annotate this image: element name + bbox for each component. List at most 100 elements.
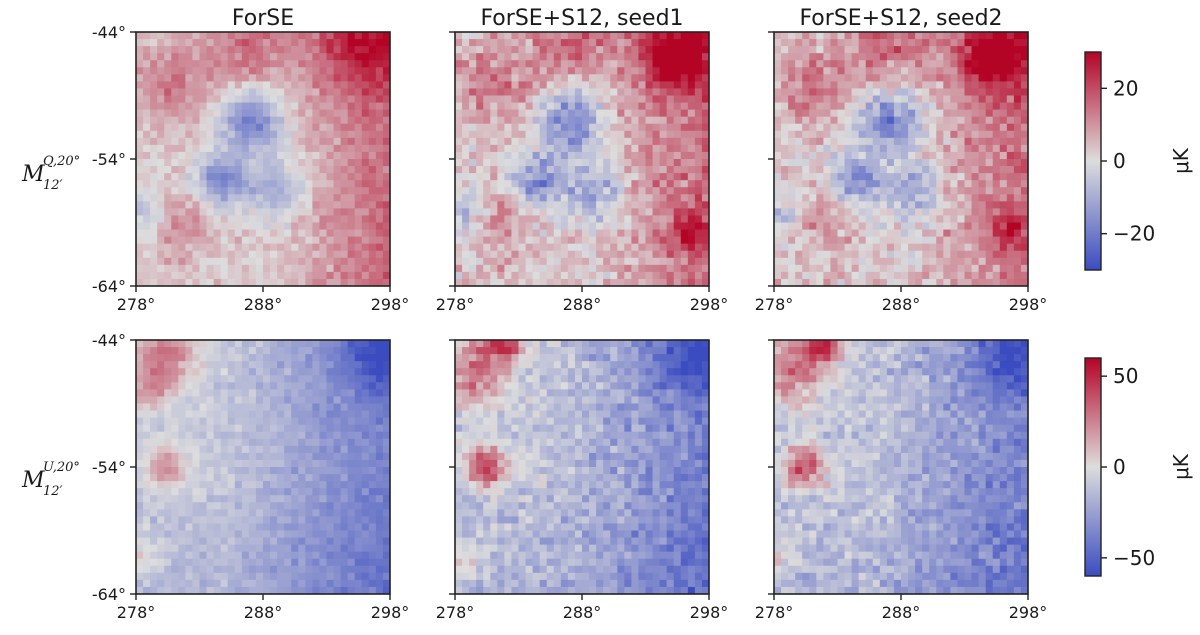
heatmap-cell [490, 39, 498, 47]
heatmap-cell [915, 173, 923, 181]
heatmap-cell [361, 180, 370, 188]
heatmap-cell [241, 354, 250, 362]
heatmap-cell [851, 194, 860, 202]
heatmap-cell [213, 264, 222, 273]
heatmap-cell [333, 368, 342, 376]
heatmap-cell [185, 445, 194, 454]
heatmap-cell [511, 60, 520, 68]
heatmap-cell [560, 109, 569, 118]
heatmap-cell [319, 102, 328, 111]
heatmap-cell [333, 32, 342, 40]
heatmap-cell [781, 271, 789, 280]
heatmap-cell [361, 144, 370, 153]
heatmap-cell [136, 250, 144, 259]
heatmap-cell [361, 215, 370, 224]
heatmap-cell [624, 46, 632, 54]
heatmap-cell [936, 130, 944, 139]
heatmap-cell [469, 46, 477, 54]
heatmap-cell [382, 243, 390, 252]
heatmap-cell [603, 180, 611, 188]
heatmap-cell [589, 32, 597, 40]
heatmap-cell [234, 81, 243, 90]
heatmap-cell [213, 502, 222, 510]
heatmap-cell [178, 488, 186, 496]
heatmap-cell [901, 39, 909, 47]
heatmap-cell [361, 438, 370, 447]
heatmap-cell [858, 137, 867, 146]
heatmap-cell [582, 236, 590, 245]
heatmap-cell [645, 74, 654, 82]
heatmap-cell [157, 271, 165, 280]
heatmap-cell [795, 250, 803, 259]
heatmap-cell [617, 257, 625, 266]
heatmap-cell [1006, 32, 1015, 40]
heatmap-cell [830, 194, 839, 202]
heatmap-cell [553, 250, 562, 259]
heatmap-cell [305, 222, 313, 231]
heatmap-cell [354, 271, 363, 280]
heatmap-cell [781, 137, 789, 146]
heatmap-cell [270, 236, 278, 245]
heatmap-cell [213, 137, 222, 146]
heatmap-cell [915, 229, 923, 238]
heatmap-cell [518, 102, 527, 111]
heatmap-cell [802, 229, 810, 238]
heatmap-cell [673, 60, 682, 68]
heatmap-cell [1013, 81, 1022, 90]
heatmap-cell [532, 194, 541, 202]
heatmap-cell [263, 396, 271, 405]
heatmap-cell [788, 116, 796, 125]
heatmap-cell [136, 474, 144, 482]
heatmap-cell [291, 396, 299, 405]
heatmap-cell [837, 88, 846, 97]
heatmap-cell [645, 264, 654, 273]
heatmap-cell [462, 151, 470, 160]
heatmap-cell [645, 39, 654, 47]
heatmap-cell [227, 347, 236, 355]
heatmap-cell [816, 173, 824, 181]
heatmap-cell [213, 81, 222, 90]
heatmap-cell [936, 74, 944, 82]
heatmap-cell [546, 123, 555, 132]
heatmap-cell [206, 382, 215, 390]
heatmap-cell [455, 187, 463, 195]
heatmap-cell [192, 403, 201, 412]
heatmap-cell [192, 375, 201, 383]
heatmap-cell [305, 74, 313, 82]
heatmap-cell [680, 271, 689, 280]
heatmap-cell [1006, 257, 1015, 266]
heatmap-cell [816, 187, 824, 195]
heatmap-cell [178, 236, 186, 245]
heatmap-cell [582, 271, 590, 280]
heatmap-cell [936, 229, 944, 238]
heatmap-cell [277, 403, 285, 412]
heatmap-cell [497, 46, 505, 54]
heatmap-cell [241, 452, 250, 461]
heatmap-cell [382, 109, 390, 118]
heatmap-cell [795, 194, 803, 202]
heatmap-cell [511, 229, 520, 238]
heatmap-cell [340, 109, 349, 118]
heatmap-cell [539, 236, 548, 245]
heatmap-cell [462, 201, 470, 209]
heatmap-cell [227, 208, 236, 217]
heatmap-cell [624, 39, 632, 47]
heatmap-cell [312, 116, 321, 125]
heatmap-cell [136, 459, 144, 468]
heatmap-cell [490, 180, 498, 188]
heatmap-cell [687, 166, 696, 174]
heatmap-cell [497, 257, 505, 266]
heatmap-cell [263, 509, 271, 517]
heatmap-cell [255, 201, 264, 209]
heatmap-cell [957, 46, 966, 54]
heatmap-cell [368, 481, 377, 489]
heatmap-cell [291, 354, 299, 362]
heatmap-cell [375, 74, 384, 82]
heatmap-cell [872, 137, 881, 146]
heatmap-cell [504, 271, 513, 280]
heatmap-cell [199, 417, 208, 426]
heatmap-cell [319, 264, 328, 273]
heatmap-cell [830, 236, 839, 245]
heatmap-cell [978, 159, 987, 167]
heatmap-cell [199, 201, 208, 209]
